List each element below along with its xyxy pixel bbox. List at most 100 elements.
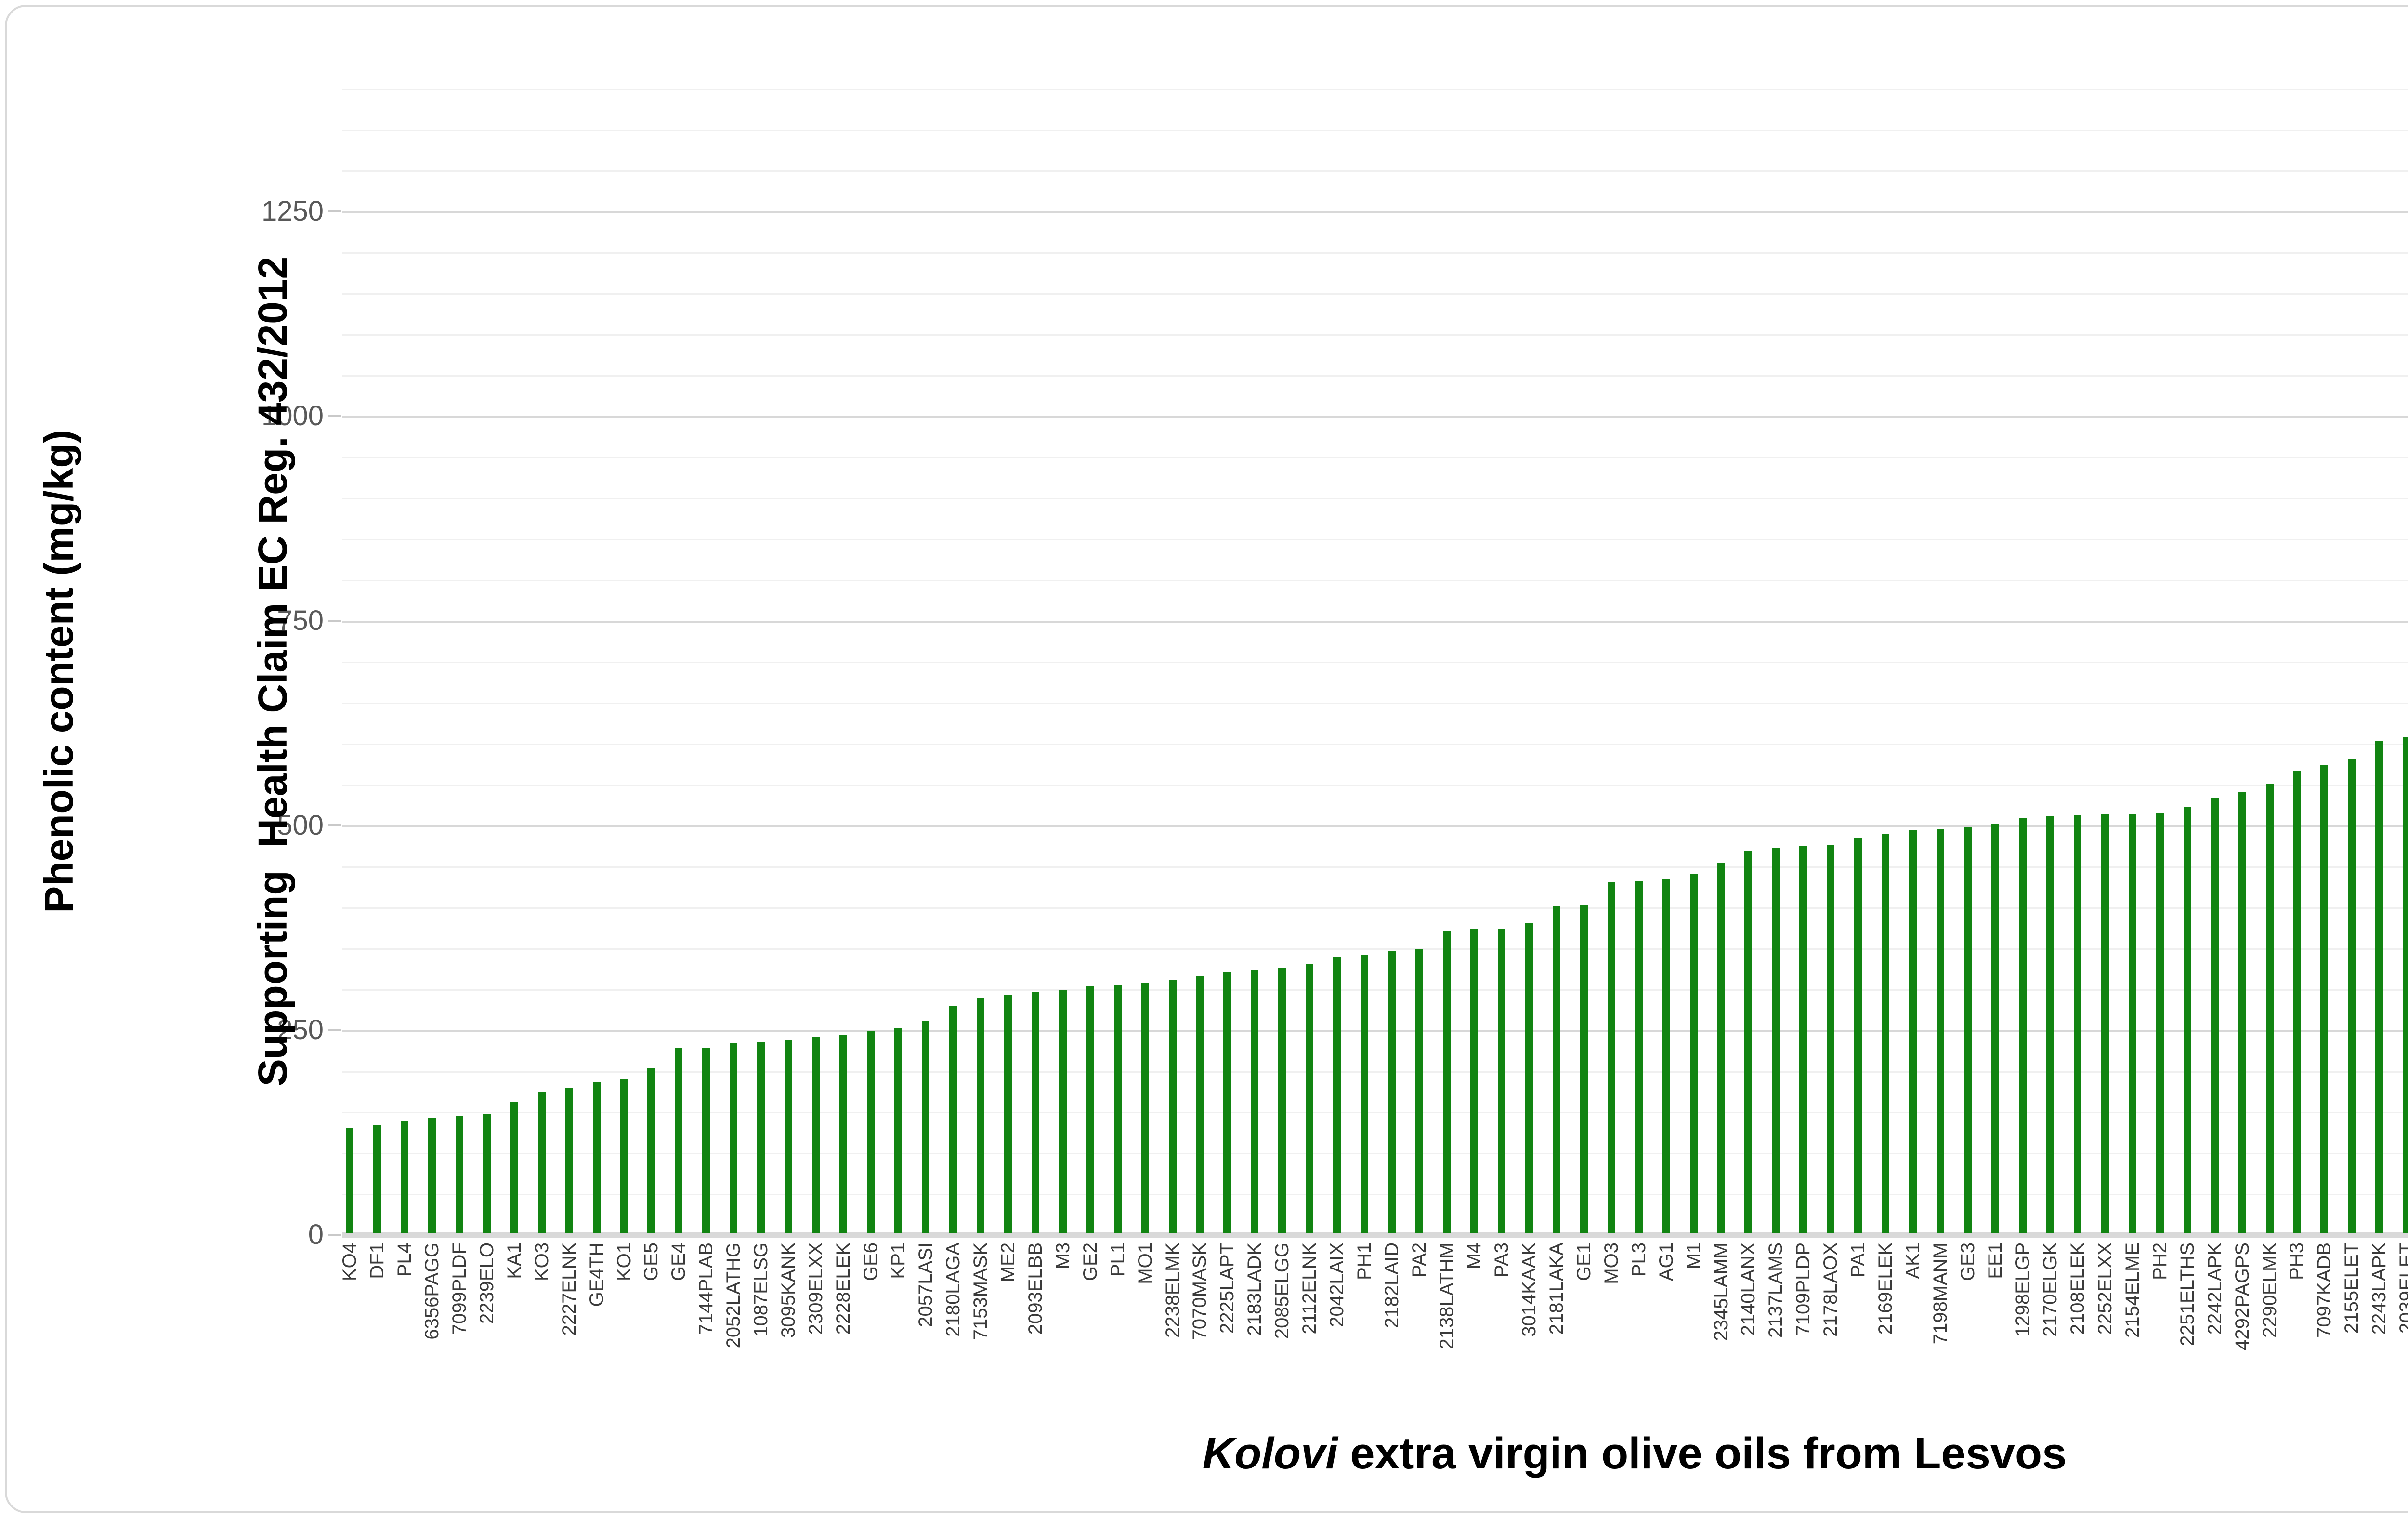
y-tick-mark — [328, 824, 341, 826]
minor-gridline — [342, 703, 2408, 704]
x-category-label: M3 — [1052, 1243, 1073, 1269]
x-category-label: 2180LAGA — [942, 1243, 964, 1337]
minor-gridline — [342, 866, 2408, 868]
x-category-label: 3095KANK — [778, 1243, 799, 1338]
x-category-label: 2345LAMM — [1711, 1243, 1732, 1341]
y-tick-label: 1000 — [261, 400, 324, 432]
x-category-label: 7099PLDF — [449, 1243, 470, 1335]
bar — [702, 1048, 710, 1233]
bar — [510, 1102, 518, 1233]
x-category-label: KO4 — [339, 1243, 360, 1282]
bar — [2403, 737, 2408, 1233]
bar — [1086, 986, 1094, 1233]
x-category-label: PA1 — [1847, 1243, 1869, 1278]
bar — [1223, 972, 1231, 1233]
x-category-label: 2242LAPK — [2204, 1243, 2225, 1335]
x-category-label: KO3 — [531, 1243, 552, 1282]
x-category-label: 7070MASK — [1189, 1243, 1210, 1340]
bar — [1498, 929, 1505, 1233]
bar — [2156, 813, 2164, 1233]
x-category-label: 2154ELME — [2122, 1243, 2143, 1338]
x-category-label: 7097KADB — [2314, 1243, 2335, 1338]
x-category-label: PL4 — [394, 1243, 415, 1277]
x-category-label: 2178LAOX — [1820, 1243, 1841, 1337]
minor-gridline — [342, 539, 2408, 540]
bar — [1278, 968, 1286, 1233]
y-tick-mark — [328, 1029, 341, 1031]
x-category-label: 2085ELGG — [1271, 1243, 1293, 1339]
minor-gridline — [342, 1112, 2408, 1113]
x-category-label: 2225LAPT — [1217, 1243, 1238, 1334]
x-category-label: MO1 — [1135, 1243, 1156, 1284]
chart-frame: 0 250 500 750 1000 1250 KO4 DF1 PL4 6356PAGG 7099P… — [5, 5, 2408, 1513]
x-axis-title-regular-part: extra virgin olive oils from Lesvos — [1337, 1429, 2067, 1478]
x-category-label: 2170ELGK — [2040, 1243, 2061, 1337]
minor-gridline — [342, 744, 2408, 745]
minor-gridline — [342, 1153, 2408, 1154]
x-category-label: 2039ELET — [2396, 1243, 2408, 1334]
x-category-label: 2042LAIX — [1326, 1243, 1348, 1327]
x-category-label: GE3 — [1957, 1243, 1978, 1282]
bar — [1251, 970, 1258, 1233]
x-category-label: 2228ELEK — [833, 1243, 854, 1335]
x-category-label: GE4 — [668, 1243, 689, 1282]
x-category-label: 2290ELMK — [2259, 1243, 2280, 1338]
x-category-label: 2182LAID — [1381, 1243, 1402, 1328]
bar — [1854, 838, 1862, 1233]
bar — [620, 1079, 628, 1233]
bar — [1059, 990, 1067, 1233]
bar — [647, 1068, 655, 1233]
y-axis-title-line1: Phenolic content (mg/kg) — [36, 430, 81, 913]
minor-gridline — [342, 1071, 2408, 1073]
minor-gridline — [342, 580, 2408, 581]
bar — [401, 1121, 408, 1233]
bar — [977, 998, 984, 1233]
x-category-label: 2138LATHM — [1436, 1243, 1457, 1349]
bar — [1388, 951, 1396, 1233]
bar — [373, 1125, 381, 1233]
x-category-label: PA2 — [1409, 1243, 1430, 1278]
bar — [1525, 923, 1533, 1233]
minor-gridline — [342, 130, 2408, 131]
bar — [1964, 827, 1972, 1233]
bar — [593, 1082, 601, 1233]
bar — [1032, 992, 1039, 1233]
bar — [2211, 798, 2219, 1233]
x-category-label: PH3 — [2286, 1243, 2307, 1280]
bar — [456, 1116, 463, 1233]
bar — [565, 1088, 573, 1233]
y-tick-mark — [328, 415, 341, 417]
x-category-label: 2238ELMK — [1162, 1243, 1183, 1338]
x-category-label: 7198MANM — [1930, 1243, 1951, 1345]
y-axis-title: Phenolic content (mg/kg) Supporting Heal… — [0, 257, 451, 1086]
bar — [1470, 929, 1478, 1233]
minor-gridline — [342, 252, 2408, 254]
x-category-label: M1 — [1683, 1243, 1704, 1269]
bar — [346, 1128, 353, 1233]
x-category-label: 2169ELEK — [1875, 1243, 1896, 1335]
bar — [1361, 955, 1368, 1233]
x-category-label: KA1 — [504, 1243, 525, 1279]
x-category-label: 2239ELO — [476, 1243, 497, 1324]
bar — [1909, 830, 1917, 1233]
y-tick-label: 750 — [277, 605, 324, 636]
minor-gridline — [342, 1194, 2408, 1195]
bar — [1882, 834, 1889, 1233]
bar — [483, 1114, 491, 1233]
x-category-label: 7109PLDP — [1793, 1243, 1814, 1336]
major-gridline — [342, 416, 2408, 418]
minor-gridline — [342, 89, 2408, 90]
bar — [1333, 957, 1341, 1233]
bar — [1580, 905, 1588, 1233]
x-axis-line — [342, 1232, 2408, 1238]
minor-gridline — [342, 170, 2408, 172]
y-tick-mark — [328, 210, 341, 212]
bar — [1004, 995, 1012, 1233]
bar — [2101, 814, 2109, 1233]
bar — [2129, 814, 2136, 1233]
bar — [1608, 882, 1615, 1233]
bar — [675, 1048, 682, 1233]
bar — [1443, 931, 1451, 1233]
x-category-label: 2057LASI — [915, 1243, 936, 1327]
x-category-label: 2155ELET — [2341, 1243, 2362, 1334]
